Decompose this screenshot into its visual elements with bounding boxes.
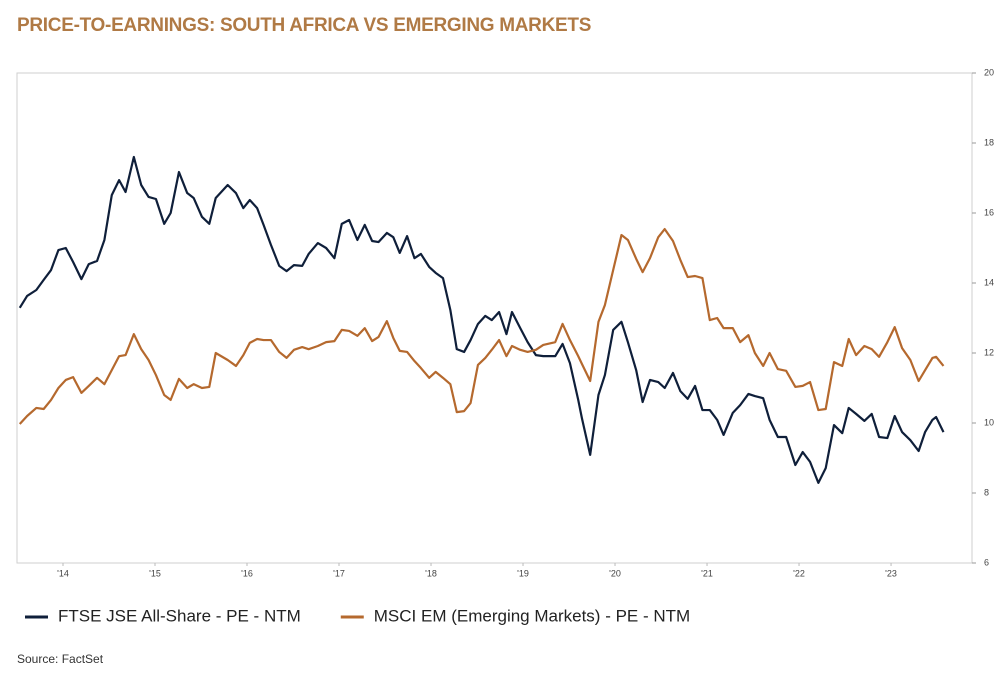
- y-tick-label: 6: [984, 557, 989, 567]
- source-note: Source: FactSet: [17, 652, 104, 666]
- x-tick-label: '17: [333, 568, 345, 578]
- y-tick-label: 20: [984, 67, 994, 77]
- series-line: [18, 155, 945, 484]
- plot-frame: [16, 72, 973, 564]
- x-tick-label: '18: [425, 568, 437, 578]
- legend-label: MSCI EM (Emerging Markets) - PE - NTM: [374, 606, 690, 625]
- y-tick-label: 16: [984, 207, 994, 217]
- x-tick-label: '22: [793, 568, 805, 578]
- x-tick-label: '20: [609, 568, 621, 578]
- y-tick-label: 8: [984, 487, 989, 497]
- x-tick-label: '21: [701, 568, 713, 578]
- legend-label: FTSE JSE All-Share - PE - NTM: [58, 606, 301, 625]
- y-tick-label: 10: [984, 417, 994, 427]
- chart-title: PRICE-TO-EARNINGS: SOUTH AFRICA VS EMERG…: [17, 15, 591, 36]
- series-line: [18, 228, 945, 425]
- x-tick-label: '19: [517, 568, 529, 578]
- x-tick-label: '23: [885, 568, 897, 578]
- y-tick-label: 18: [984, 137, 994, 147]
- x-tick-label: '16: [241, 568, 253, 578]
- x-tick-label: '14: [57, 568, 69, 578]
- x-tick-label: '15: [149, 568, 161, 578]
- y-tick-label: 12: [984, 347, 994, 357]
- y-tick-label: 14: [984, 277, 994, 287]
